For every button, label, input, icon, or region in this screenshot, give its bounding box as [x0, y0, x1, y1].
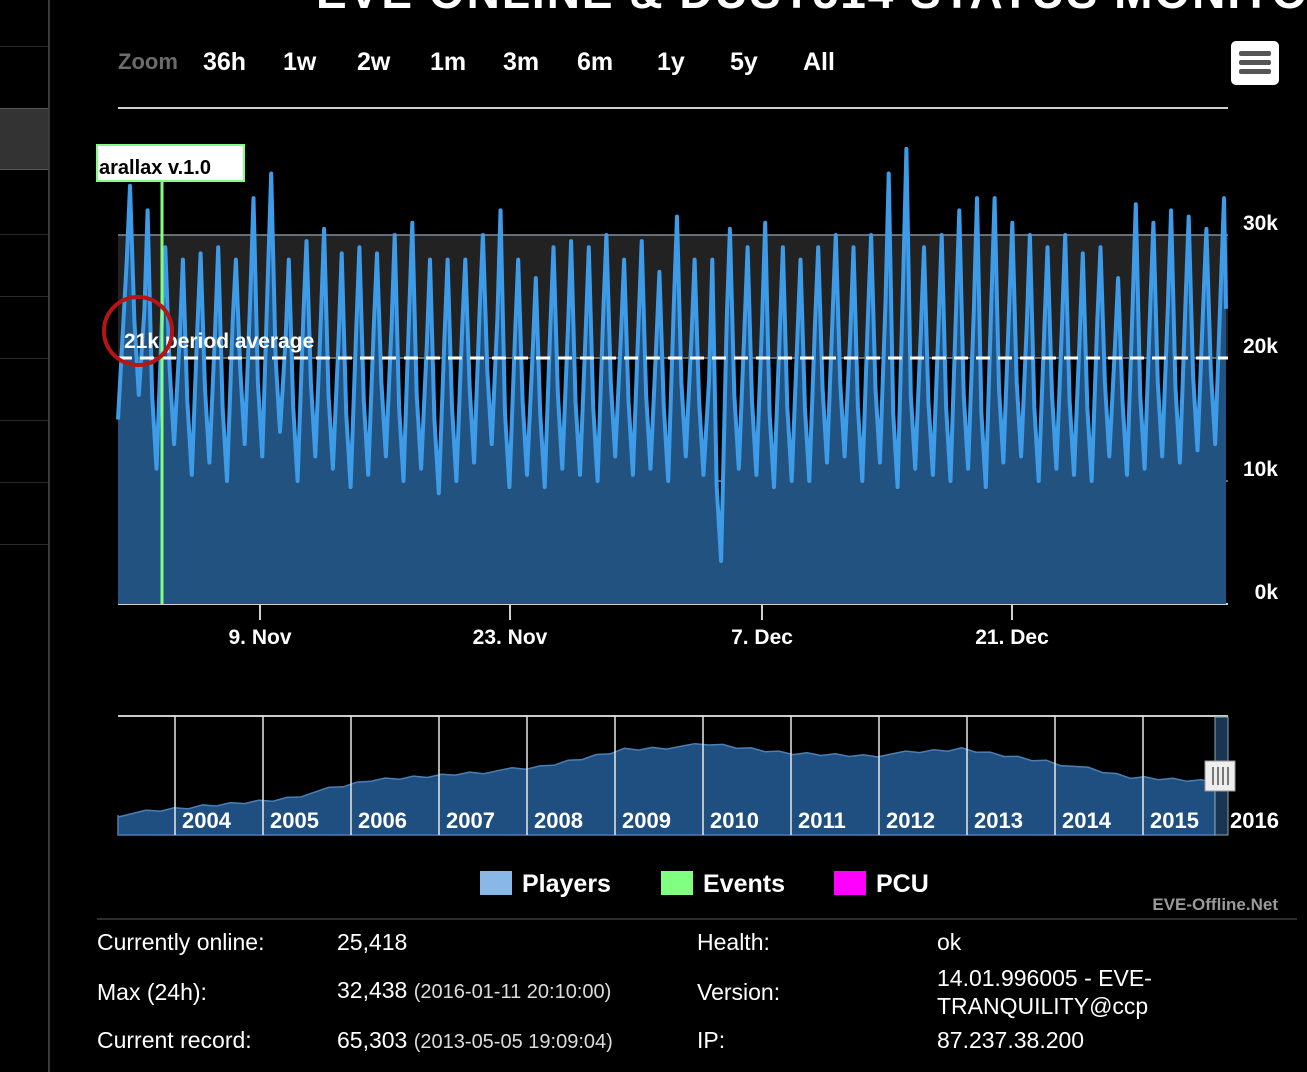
legend-item-pcu[interactable]: PCU	[834, 870, 929, 898]
chart-menu-button[interactable]	[1231, 41, 1279, 85]
left-sidebar	[0, 0, 48, 1072]
navigator[interactable]: 2004 2005 2006 2007 2008 2009 2010 2011 2012 2013…	[117, 715, 1279, 836]
x-tick-label: 9. Nov	[228, 626, 291, 649]
max-time: (2016-01-11 20:10:00)	[413, 981, 612, 1003]
legend-item-events[interactable]: Events	[661, 870, 785, 898]
zoom-button-5y[interactable]: 5y	[730, 48, 758, 76]
record-value: 65,303	[337, 1027, 408, 1053]
navigator-year-label: 2011	[798, 808, 846, 833]
zoom-button-6m[interactable]: 6m	[577, 48, 613, 76]
navigator-year-label: 2012	[886, 808, 935, 833]
x-axis: 9. Nov 23. Nov 7. Dec 21. Dec	[228, 604, 1049, 649]
event-flag-box[interactable]	[96, 144, 245, 182]
ip-value: 87.237.38.200	[937, 1027, 1085, 1053]
currently-online-value: 25,418	[337, 929, 408, 955]
sidebar-divider	[0, 358, 48, 359]
legend-label: Players	[522, 870, 611, 898]
sidebar-divider	[0, 234, 48, 235]
y-tick-label: 30k	[1243, 212, 1278, 235]
zoom-button-1y[interactable]: 1y	[657, 48, 685, 76]
y-tick-label: 0k	[1255, 581, 1279, 604]
navigator-year-label: 2005	[270, 808, 319, 833]
record-time: (2013-05-05 19:09:04)	[413, 1031, 613, 1053]
panel-border	[48, 0, 50, 1072]
main-plot: 21k period average arallax v.1.0 0k 10k 20…	[96, 144, 1278, 649]
x-tick-label: 7. Dec	[731, 626, 793, 649]
version-label: Version:	[697, 979, 781, 1005]
average-label: 21k period average	[124, 330, 314, 353]
page-title: EVE ONLINE & DUST514 STATUS MONITOR	[316, 0, 1307, 18]
navigator-year-label: 2014	[1062, 808, 1112, 833]
sidebar-divider	[0, 482, 48, 483]
sidebar-divider	[0, 420, 48, 421]
navigator-year-label: 2006	[358, 808, 407, 833]
sidebar-divider	[0, 296, 48, 297]
legend-label: PCU	[876, 870, 929, 898]
health-value: ok	[937, 929, 962, 955]
version-value: 14.01.996005 - EVE-TRANQUILITY@ccp	[937, 965, 1152, 1019]
max-value-group: 32,438 (2016-01-11 20:10:00)	[337, 976, 611, 1006]
navigator-year-label: 2008	[534, 808, 583, 833]
zoom-buttons: 36h 1w 2w 1m 3m 6m 1y 5y All	[203, 48, 835, 76]
y-axis: 0k 10k 20k 30k	[1243, 212, 1278, 604]
legend-item-players[interactable]: Players	[480, 870, 611, 898]
event-flag[interactable]: arallax v.1.0	[96, 144, 245, 604]
navigator-year-label: 2010	[710, 808, 759, 833]
event-flag-label: arallax v.1.0	[99, 157, 211, 179]
record-value-group: 65,303 (2013-05-05 19:09:04)	[337, 1026, 613, 1056]
server-info: Currently online: 25,418 Max (24h): 32,4…	[97, 926, 1297, 1066]
navigator-year-label: 2007	[446, 808, 495, 833]
chart: EVE ONLINE & DUST514 STATUS MONITOR Zoom…	[96, 0, 1307, 914]
navigator-year-label: 2009	[622, 808, 671, 833]
record-label: Current record:	[97, 1027, 252, 1053]
ip-label: IP:	[697, 1027, 726, 1053]
navigator-handle[interactable]	[1204, 760, 1236, 792]
legend-swatch	[661, 871, 693, 895]
navigator-year-label: 2013	[974, 808, 1023, 833]
navigator-year-label: 2015	[1150, 808, 1199, 833]
zoom-button-all[interactable]: All	[803, 48, 835, 76]
navigator-year-label: 2004	[182, 808, 232, 833]
navigator-area	[117, 742, 1216, 836]
currently-online-label: Currently online:	[97, 929, 265, 955]
y-tick-label: 10k	[1243, 458, 1278, 481]
legend: Players Events PCU	[480, 870, 929, 898]
sidebar-divider	[0, 544, 48, 545]
players-series-line	[116, 146, 1228, 563]
x-tick-label: 21. Dec	[975, 626, 1049, 649]
zoom-button-1m[interactable]: 1m	[430, 48, 466, 76]
health-label: Health:	[697, 929, 770, 955]
zoom-label: Zoom	[118, 49, 178, 74]
max-value: 32,438	[337, 977, 408, 1003]
zoom-button-36h[interactable]: 36h	[203, 48, 246, 76]
zoom-button-2w[interactable]: 2w	[357, 48, 391, 76]
credit-link[interactable]: EVE-Offline.Net	[1152, 895, 1278, 914]
highlight-circle	[102, 295, 174, 367]
legend-label: Events	[703, 870, 785, 898]
y-tick-label: 20k	[1243, 335, 1278, 358]
navigator-year-grid: 2004 2005 2006 2007 2008 2009 2010 2011 2012 2013…	[174, 716, 1279, 835]
zoom-button-1w[interactable]: 1w	[283, 48, 317, 76]
max-label: Max (24h):	[97, 979, 207, 1005]
legend-swatch	[480, 871, 512, 895]
navigator-year-label: 2016	[1230, 808, 1279, 833]
sidebar-item-active[interactable]	[0, 108, 48, 170]
hamburger-menu-icon	[1239, 51, 1271, 74]
legend-swatch	[834, 871, 866, 895]
x-tick-label: 23. Nov	[473, 626, 548, 649]
zoom-button-3m[interactable]: 3m	[503, 48, 539, 76]
sidebar-divider	[0, 46, 48, 47]
info-separator	[97, 918, 1297, 920]
